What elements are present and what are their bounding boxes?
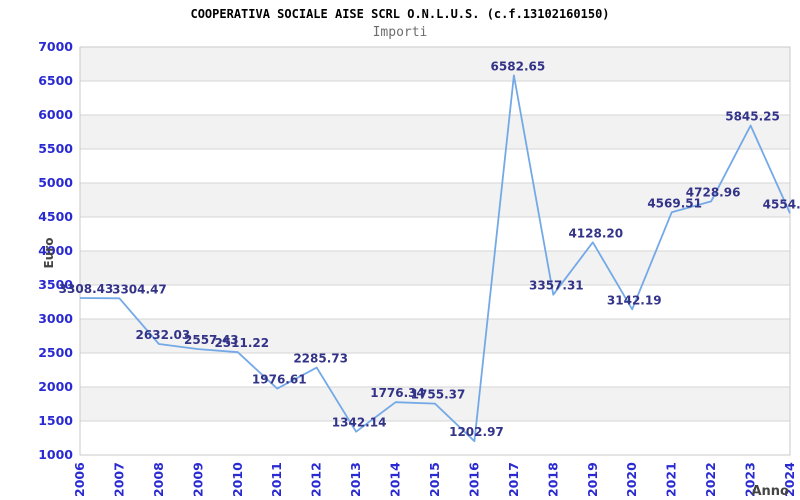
plot-band [80, 183, 790, 217]
data-label: 5845.25 [725, 110, 780, 124]
y-axis-title: Euro [42, 238, 56, 269]
x-tick-label: 2018 [545, 462, 560, 497]
y-tick-label: 6000 [38, 107, 73, 122]
data-label: 3142.19 [607, 293, 662, 307]
data-label: 1755.37 [411, 388, 466, 402]
data-label: 4728.96 [686, 185, 741, 199]
x-tick-label: 2013 [348, 462, 363, 497]
y-tick-label: 5500 [38, 141, 73, 156]
x-tick-label: 2009 [190, 462, 205, 497]
chart-title: COOPERATIVA SOCIALE AISE SCRL O.N.L.U.S.… [190, 7, 610, 21]
y-tick-label: 3000 [38, 311, 73, 326]
y-tick-label: 2000 [38, 379, 73, 394]
data-label: 1776.34 [370, 386, 425, 400]
data-label: 1976.61 [252, 373, 307, 387]
data-label: 2511.22 [214, 336, 269, 350]
x-tick-label: 2008 [151, 462, 166, 497]
data-line [79, 74, 791, 443]
data-label: 6582.65 [491, 59, 546, 73]
data-label: 3357.31 [529, 279, 584, 293]
y-tick-label: 1500 [38, 413, 73, 428]
plot-band [80, 319, 790, 353]
y-tick-label: 2500 [38, 345, 73, 360]
data-label: 4128.20 [568, 226, 623, 240]
x-tick-label: 2020 [624, 462, 639, 497]
plot-border [79, 46, 791, 456]
data-label: 3308.43 [59, 282, 114, 296]
data-label: 1342.14 [332, 416, 387, 430]
y-tick-label: 1000 [38, 447, 73, 462]
data-label: 1202.97 [449, 425, 504, 439]
x-tick-label: 2017 [506, 462, 521, 497]
y-tick-label: 7000 [38, 39, 73, 54]
chart-subtitle: Importi [372, 25, 428, 40]
data-label: 3304.47 [112, 282, 167, 296]
data-label: 2557.43 [184, 333, 239, 347]
plot-band [80, 251, 790, 285]
x-tick-label: 2010 [230, 462, 245, 497]
x-tick-label: 2007 [111, 462, 126, 497]
x-tick-label: 2014 [388, 462, 403, 497]
x-tick-label: 2011 [269, 462, 284, 497]
x-tick-label: 2006 [72, 462, 87, 497]
y-tick-label: 6500 [38, 73, 73, 88]
x-tick-label: 2012 [309, 462, 324, 497]
y-tick-label: 3500 [38, 277, 73, 292]
data-label: 4569.51 [647, 196, 702, 210]
x-tick-label: 2022 [703, 462, 718, 497]
y-tick-label: 4500 [38, 209, 73, 224]
data-label: 4554.36 [763, 197, 800, 211]
x-tick-label: 2024 [782, 462, 797, 497]
x-axis-title: Anno [751, 484, 789, 499]
x-tick-label: 2021 [664, 462, 679, 497]
plot-band [80, 115, 790, 149]
x-tick-label: 2015 [427, 462, 442, 497]
x-tick-label: 2016 [466, 462, 481, 497]
y-tick-label: 5000 [38, 175, 73, 190]
data-label: 2632.03 [136, 328, 191, 342]
x-tick-label: 2023 [743, 462, 758, 497]
x-tick-label: 2019 [585, 462, 600, 497]
plot-band [80, 47, 790, 81]
data-label: 2285.73 [293, 352, 348, 366]
y-tick-label: 4000 [38, 243, 73, 258]
